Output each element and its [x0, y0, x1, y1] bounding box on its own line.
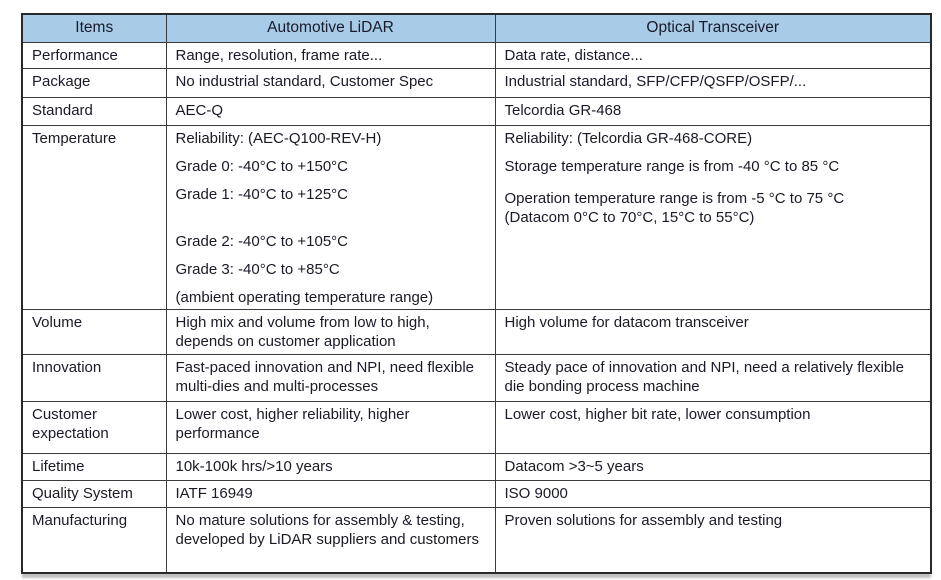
table-row: Quality System IATF 16949 ISO 9000: [21, 480, 932, 508]
table-row: Innovation Fast-paced innovation and NPI…: [21, 354, 932, 402]
table-row: Performance Range, resolution, frame rat…: [21, 42, 932, 69]
cell-lifetime-item: Lifetime: [21, 453, 167, 481]
cell-customer-expectation-lidar: Lower cost, higher reliability, higher p…: [165, 401, 496, 454]
cell-volume-item: Volume: [21, 309, 167, 355]
header-optical-transceiver: Optical Transceiver: [494, 13, 932, 43]
cell-manufacturing-lidar: No mature solutions for assembly & testi…: [165, 507, 496, 574]
temp-lidar-line: Grade 0: -40°C to +150°C: [175, 158, 349, 175]
cell-package-lidar: No industrial standard, Customer Spec: [165, 68, 496, 98]
comparison-table: Items Automotive LiDAR Optical Transceiv…: [21, 13, 932, 574]
cell-manufacturing-optical: Proven solutions for assembly and testin…: [494, 507, 932, 574]
table-header-row: Items Automotive LiDAR Optical Transceiv…: [21, 13, 932, 43]
cell-performance-lidar: Range, resolution, frame rate...: [165, 42, 496, 69]
cell-temperature-item: Temperature: [21, 125, 167, 310]
cell-temperature-lidar: Reliability: (AEC-Q100-REV-H) Grade 0: -…: [165, 125, 496, 310]
cell-volume-optical: High volume for datacom transceiver: [494, 309, 932, 355]
cell-innovation-lidar: Fast-paced innovation and NPI, need flex…: [165, 354, 496, 402]
cell-performance-item: Performance: [21, 42, 167, 69]
cell-performance-optical: Data rate, distance...: [494, 42, 932, 69]
cell-quality-system-optical: ISO 9000: [494, 480, 932, 508]
table-row: Package No industrial standard, Customer…: [21, 68, 932, 98]
table-row: Lifetime 10k-100k hrs/>10 years Datacom …: [21, 453, 932, 481]
temp-lidar-line: (ambient operating temperature range): [175, 289, 434, 306]
temp-lidar-line: Grade 2: -40°C to +105°C: [175, 233, 349, 250]
cell-innovation-optical: Steady pace of innovation and NPI, need …: [494, 354, 932, 402]
cell-manufacturing-item: Manufacturing: [21, 507, 167, 574]
cell-customer-expectation-optical: Lower cost, higher bit rate, lower consu…: [494, 401, 932, 454]
cell-temperature-optical: Reliability: (Telcordia GR-468-CORE) Sto…: [494, 125, 932, 310]
table-row: Customer expectation Lower cost, higher …: [21, 401, 932, 454]
cell-lifetime-optical: Datacom >3~5 years: [494, 453, 932, 481]
temp-optical-line: Storage temperature range is from -40 °C…: [504, 158, 840, 175]
temp-optical-line: (Datacom 0°C to 70°C, 15°C to 55°C): [504, 209, 755, 226]
header-items: Items: [21, 13, 167, 43]
cell-standard-lidar: AEC-Q: [165, 97, 496, 126]
cell-package-item: Package: [21, 68, 167, 98]
cell-lifetime-lidar: 10k-100k hrs/>10 years: [165, 453, 496, 481]
header-automotive-lidar: Automotive LiDAR: [165, 13, 496, 43]
cell-customer-expectation-item: Customer expectation: [21, 401, 167, 454]
temp-optical-line: Reliability: (Telcordia GR-468-CORE): [504, 130, 753, 147]
temp-lidar-line: Grade 1: -40°C to +125°C: [175, 186, 349, 203]
cell-standard-item: Standard: [21, 97, 167, 126]
table-row: Manufacturing No mature solutions for as…: [21, 507, 932, 574]
table-row: Volume High mix and volume from low to h…: [21, 309, 932, 355]
temp-lidar-line: Grade 3: -40°C to +85°C: [175, 261, 340, 278]
cell-standard-optical: Telcordia GR-468: [494, 97, 932, 126]
cell-package-optical: Industrial standard, SFP/CFP/QSFP/OSFP/.…: [494, 68, 932, 98]
cell-quality-system-item: Quality System: [21, 480, 167, 508]
cell-quality-system-lidar: IATF 16949: [165, 480, 496, 508]
temp-lidar-line: Reliability: (AEC-Q100-REV-H): [175, 130, 382, 147]
cell-innovation-item: Innovation: [21, 354, 167, 402]
table-row: Standard AEC-Q Telcordia GR-468: [21, 97, 932, 126]
table-row: Temperature Reliability: (AEC-Q100-REV-H…: [21, 125, 932, 310]
temp-optical-line: Operation temperature range is from -5 °…: [504, 190, 845, 207]
cell-volume-lidar: High mix and volume from low to high, de…: [165, 309, 496, 355]
